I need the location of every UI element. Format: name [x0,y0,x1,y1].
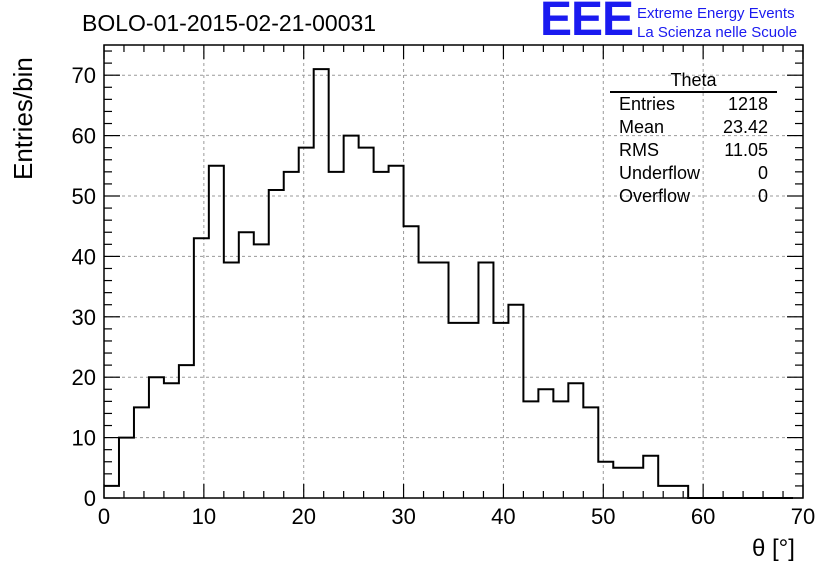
stats-row-overflow: Overflow 0 [610,185,777,208]
stats-name: Theta [610,70,777,93]
x-tick-label: 70 [791,504,815,529]
x-tick-label: 40 [491,504,515,529]
x-tick-label: 50 [591,504,615,529]
chart-title: BOLO-01-2015-02-21-00031 [82,10,377,36]
y-tick-label: 20 [72,365,96,390]
y-tick-label: 50 [72,184,96,209]
brand-text: Extreme Energy Events La Scienza nelle S… [637,4,797,42]
x-tick-label: 0 [98,504,110,529]
stats-row-entries: Entries 1218 [610,93,777,116]
histogram-series [104,68,794,499]
stats-value: 23.42 [722,117,768,137]
y-tick-label: 30 [72,305,96,330]
stats-value: 0 [757,163,768,183]
stats-box: Theta Entries 1218 Mean 23.42 RMS 11.05 … [610,70,777,208]
y-tick-label: 60 [72,124,96,149]
stats-value: 11.05 [724,140,768,160]
stats-value: 1218 [727,94,768,114]
x-tick-label: 10 [192,504,216,529]
stats-label: Overflow [619,186,691,206]
stats-row-rms: RMS 11.05 [610,139,777,162]
x-tick-label: 30 [391,504,415,529]
stats-label: Underflow [619,163,701,183]
stats-row-underflow: Underflow 0 [610,162,777,185]
stats-label: Mean [619,117,665,137]
brand-line-1: Extreme Energy Events [637,5,795,22]
stats-label: Entries [619,94,676,114]
stats-row-mean: Mean 23.42 [610,116,777,139]
y-tick-label: 0 [84,486,96,511]
x-tick-label: 60 [691,504,715,529]
stats-value: 0 [757,186,768,206]
plot-frame [103,44,804,499]
y-axis-label: Entries/bin [8,57,38,180]
stats-label: RMS [619,140,659,160]
y-tick-label: 10 [72,426,96,451]
x-tick-label: 20 [291,504,315,529]
brand-line-2: La Scienza nelle Scuole [637,24,798,41]
eee-logo: EEE [540,0,634,46]
x-axis-label: θ [°] [752,535,795,562]
y-tick-label: 70 [72,63,96,88]
y-tick-label: 40 [72,244,96,269]
